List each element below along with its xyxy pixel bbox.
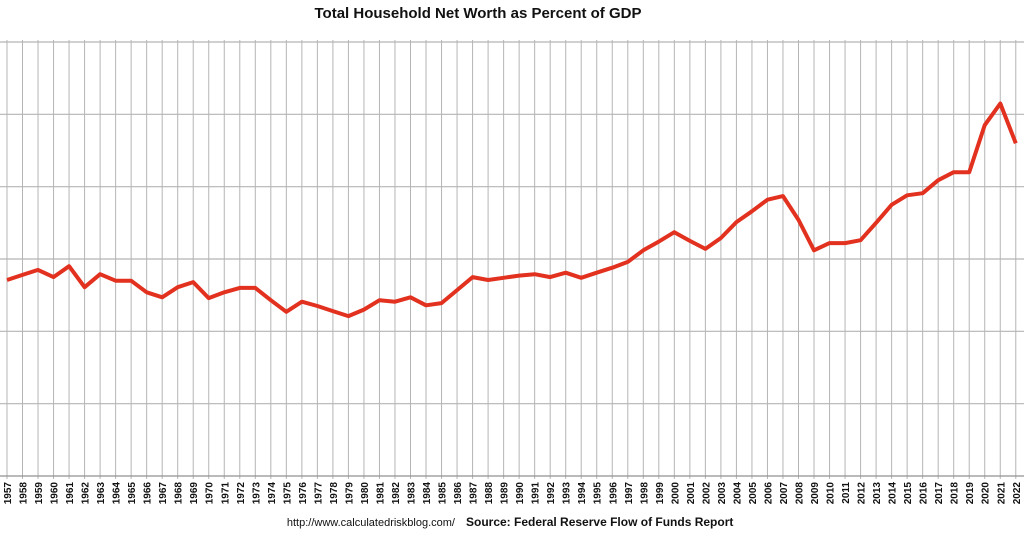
- x-tick-label: 1996: [608, 482, 619, 505]
- x-tick-label: 1995: [593, 482, 604, 505]
- x-tick-label: 1966: [143, 482, 154, 505]
- x-tick-label: 1960: [50, 482, 61, 505]
- x-tick-label: 1989: [500, 482, 511, 505]
- x-tick-label: 2010: [826, 482, 837, 505]
- x-tick-label: 2019: [965, 482, 976, 505]
- x-tick-label: 1991: [531, 482, 542, 505]
- x-tick-label: 2001: [686, 482, 697, 505]
- x-tick-label: 1986: [453, 482, 464, 505]
- x-tick-label: 1979: [344, 482, 355, 505]
- x-tick-label: 1962: [81, 482, 92, 505]
- x-tick-label: 2008: [794, 482, 805, 505]
- chart-title: Total Household Net Worth as Percent of …: [315, 5, 642, 22]
- x-tick-label: 1985: [438, 482, 449, 505]
- x-tick-label: 1998: [639, 482, 650, 505]
- x-tick-label: 1975: [282, 482, 293, 505]
- x-tick-label: 1958: [19, 482, 30, 505]
- x-tick-label: 1959: [34, 482, 45, 505]
- x-tick-label: 2007: [779, 482, 790, 505]
- source-url: http://www.calculatedriskblog.com/: [287, 517, 456, 529]
- x-tick-label: 1970: [205, 482, 216, 505]
- x-tick-label: 1976: [298, 482, 309, 505]
- x-tick-label: 2012: [857, 482, 868, 505]
- x-tick-label: 1972: [236, 482, 247, 505]
- x-tick-label: 1999: [655, 482, 666, 505]
- x-tick-label: 1980: [360, 482, 371, 505]
- x-tick-label: 2021: [996, 482, 1007, 505]
- x-tick-label: 2000: [670, 482, 681, 505]
- x-tick-label: 1982: [391, 482, 402, 505]
- x-tick-label: 2004: [732, 482, 743, 505]
- x-tick-label: 1978: [329, 482, 340, 505]
- x-tick-label: 1983: [407, 482, 418, 505]
- x-tick-label: 1988: [484, 482, 495, 505]
- x-tick-label: 2022: [1012, 482, 1023, 505]
- x-tick-label: 1994: [577, 482, 588, 505]
- x-tick-label: 1968: [174, 482, 185, 505]
- x-tick-label: 1981: [375, 482, 386, 505]
- x-tick-label: 2009: [810, 482, 821, 505]
- x-tick-label: 2005: [748, 482, 759, 505]
- x-tick-label: 1974: [267, 482, 278, 505]
- x-tick-label: 1984: [422, 482, 433, 505]
- x-tick-label: 2015: [903, 482, 914, 505]
- x-tick-label: 2014: [888, 482, 899, 505]
- x-tick-label: 2017: [934, 482, 945, 505]
- x-tick-label: 2011: [841, 482, 852, 504]
- x-tick-label: 1969: [189, 482, 200, 505]
- x-tick-label: 2016: [919, 482, 930, 505]
- x-tick-label: 1965: [127, 482, 138, 505]
- x-tick-label: 1963: [96, 482, 107, 505]
- data-line: [6, 101, 1018, 319]
- x-tick-label: 1977: [313, 482, 324, 505]
- x-tick-label: 1987: [469, 482, 480, 505]
- x-tick-label: 1971: [220, 482, 231, 505]
- x-tick-label: 1957: [3, 482, 14, 505]
- x-tick-label: 1964: [112, 482, 123, 505]
- x-tick-label: 1993: [562, 482, 573, 505]
- x-tick-label: 2006: [763, 482, 774, 505]
- x-tick-label: 1997: [624, 482, 635, 505]
- x-tick-label: 2020: [981, 482, 992, 505]
- x-tick-label: 1967: [158, 482, 169, 505]
- source-note: Source: Federal Reserve Flow of Funds Re…: [466, 515, 733, 529]
- x-tick-label: 1973: [251, 482, 262, 505]
- x-tick-label: 2018: [950, 482, 961, 505]
- x-tick-label: 2013: [872, 482, 883, 505]
- x-tick-label: 2003: [717, 482, 728, 505]
- x-tick-label: 1961: [65, 482, 76, 505]
- x-tick-label: 1992: [546, 482, 557, 505]
- x-tick-label: 1990: [515, 482, 526, 505]
- x-tick-label: 2002: [701, 482, 712, 505]
